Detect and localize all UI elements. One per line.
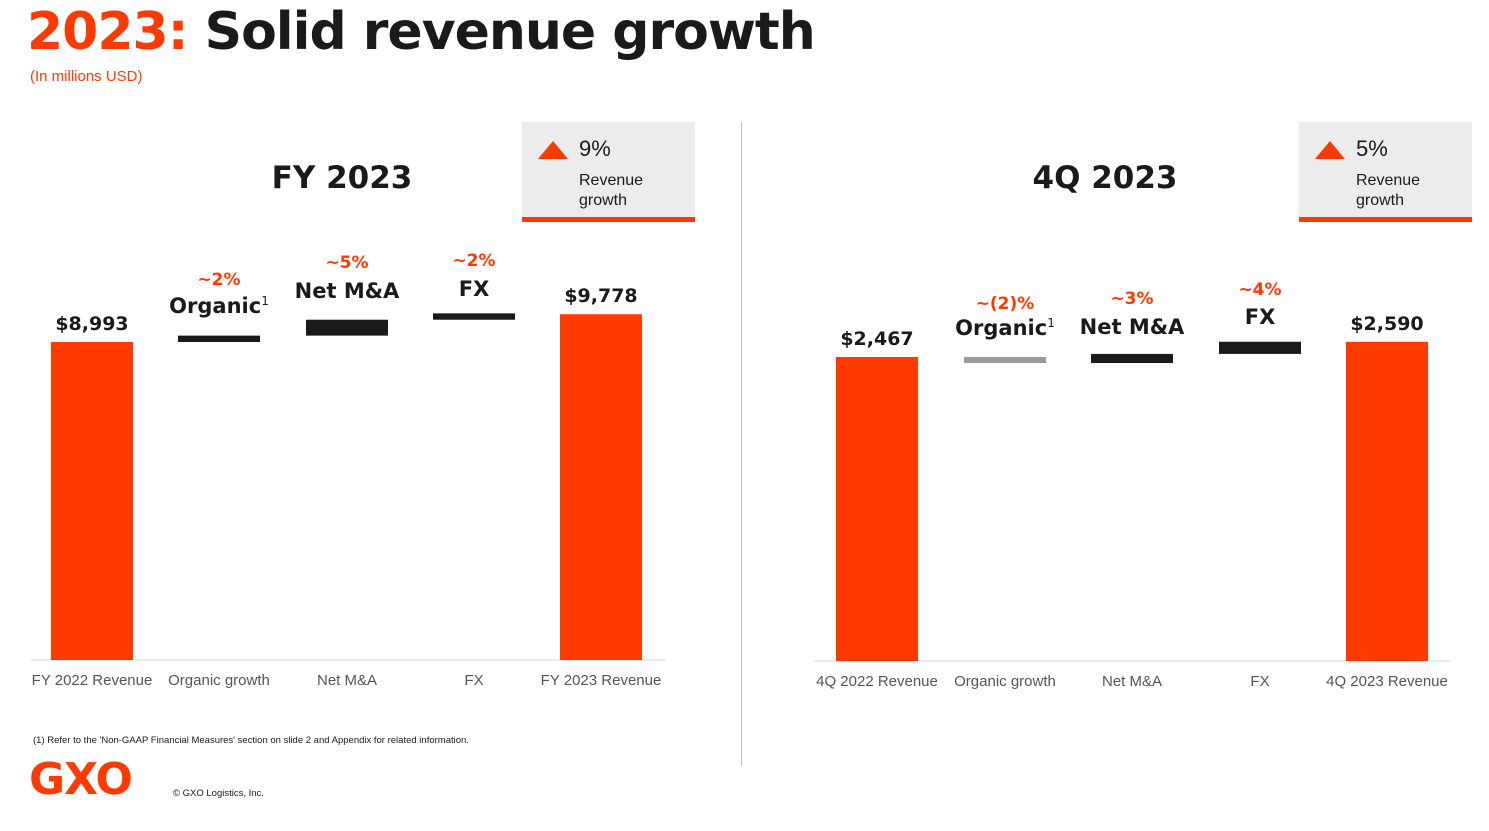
tick-label: FY 2023 Revenue [541, 672, 662, 689]
bar [560, 314, 642, 660]
footnote: (1) Refer to the 'Non-GAAP Financial Mea… [33, 735, 469, 746]
badge-label: Revenue growth [579, 172, 644, 209]
tick-label: FY 2022 Revenue [32, 672, 153, 689]
footnote-marker: 1 [261, 294, 269, 308]
component-label: FX [1245, 305, 1276, 329]
component-pct: ~2% [197, 270, 240, 290]
waterfall-step [306, 319, 388, 336]
tick-label: Organic growth [168, 672, 270, 689]
subtitle: (In millions USD) [30, 68, 143, 85]
bar [836, 357, 918, 661]
chart-title: 4Q 2023 [1032, 160, 1178, 196]
component-label: Net M&A [1080, 315, 1185, 339]
data-label: $8,993 [55, 313, 128, 335]
tick-label: 4Q 2023 Revenue [1326, 673, 1448, 690]
data-label: $9,778 [564, 285, 637, 307]
growth-badge: 5% Revenue growth [1299, 122, 1472, 222]
component-pct: ~4% [1238, 280, 1281, 300]
tick-label: 4Q 2022 Revenue [816, 673, 938, 690]
chart-title: FY 2023 [271, 160, 413, 196]
data-label: $2,467 [840, 328, 913, 350]
footnote-marker: 1 [1047, 316, 1055, 330]
component-label: Organic1 [955, 316, 1055, 340]
title-text: Solid revenue growth [187, 2, 816, 62]
component-pct: ~3% [1110, 289, 1153, 309]
tick-label: FX [464, 672, 483, 689]
tick-label: Net M&A [1102, 673, 1162, 690]
tick-label: FX [1250, 673, 1269, 690]
copyright: © GXO Logistics, Inc. [173, 788, 264, 799]
data-label: $2,590 [1350, 313, 1423, 335]
waterfall-step [964, 357, 1046, 364]
component-pct: ~(2)% [976, 294, 1035, 314]
growth-badge: 9% Revenue growth [522, 122, 695, 222]
chart-fy: $8,993 FY 2022 Revenue Organic1 ~2% Organic … [31, 251, 666, 689]
badge-value: 5% [1356, 136, 1388, 161]
panel-divider [741, 122, 742, 766]
component-label: Organic1 [169, 294, 269, 318]
up-triangle-icon [538, 141, 568, 159]
up-triangle-icon [1315, 141, 1345, 159]
component-pct: ~5% [325, 253, 368, 273]
badge-value: 9% [579, 136, 611, 161]
bar [51, 342, 133, 660]
bar [1346, 341, 1428, 661]
tick-label: Net M&A [317, 672, 377, 689]
title-year: 2023: [27, 2, 189, 62]
waterfall-step [1091, 353, 1173, 364]
waterfall-step [1219, 341, 1301, 354]
badge-label: Revenue growth [1356, 172, 1421, 209]
waterfall-step [433, 313, 515, 320]
component-pct: ~2% [452, 251, 495, 271]
component-label: Net M&A [295, 279, 400, 303]
gxo-logo: GXO [29, 754, 133, 805]
page-title: 2023: Solid revenue growth [27, 0, 816, 64]
component-label: FX [459, 277, 490, 301]
waterfall-step [178, 335, 260, 342]
tick-label: Organic growth [954, 673, 1056, 690]
chart-q4: $2,467 4Q 2022 Revenue Organic1~(2)% Organi… [814, 280, 1451, 690]
